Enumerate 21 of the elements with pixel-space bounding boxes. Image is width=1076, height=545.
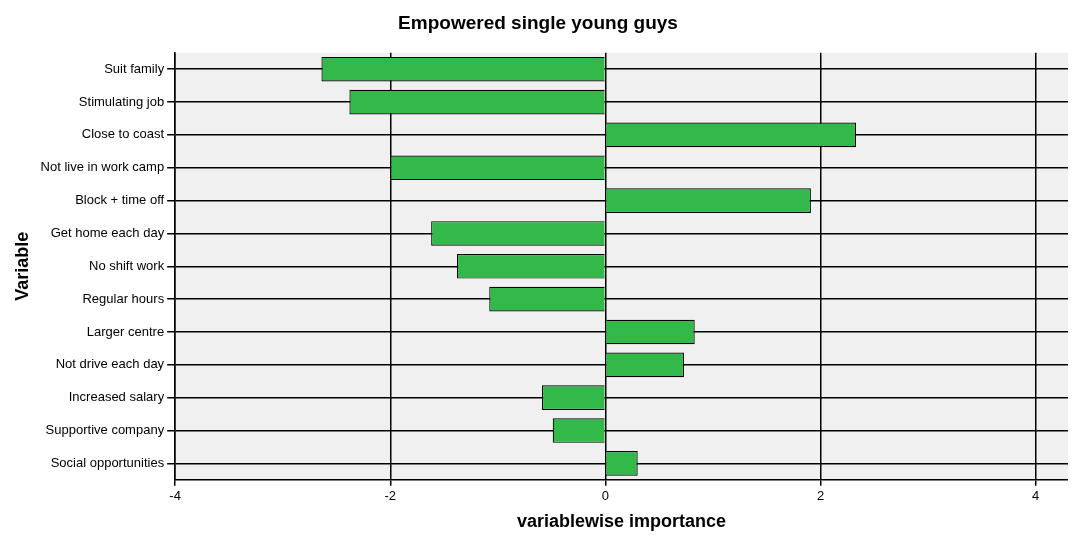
y-tick-label: Social opportunities (50, 454, 165, 470)
x-axis-title: variablewise importance (517, 511, 727, 532)
y-tick-label: Not drive each day (55, 356, 165, 372)
y-tick-label: Get home each day (50, 225, 165, 241)
x-tick-label: 0 (601, 488, 610, 504)
x-tick-label: -2 (384, 488, 397, 504)
y-tick-label: Suit family (104, 60, 165, 76)
y-tick-label: Increased salary (68, 389, 165, 405)
y-tick-label: Block + time off (75, 192, 165, 208)
y-tick-label: Larger centre (86, 323, 165, 339)
y-tick-label: Stimulating job (78, 93, 165, 109)
x-tick-label: -4 (169, 488, 181, 504)
y-tick-label: Supportive company (45, 422, 165, 438)
x-tick-label: 4 (1032, 488, 1040, 504)
y-tick-label: Close to coast (81, 126, 165, 142)
y-tick-label: Regular hours (82, 290, 165, 306)
x-tick-label: 2 (816, 488, 825, 504)
chart-title: Empowered single young guys (398, 11, 678, 33)
y-tick-label: Not live in work camp (40, 159, 165, 175)
y-tick-label: No shift work (89, 257, 165, 273)
y-axis-title: Variable (11, 231, 32, 301)
